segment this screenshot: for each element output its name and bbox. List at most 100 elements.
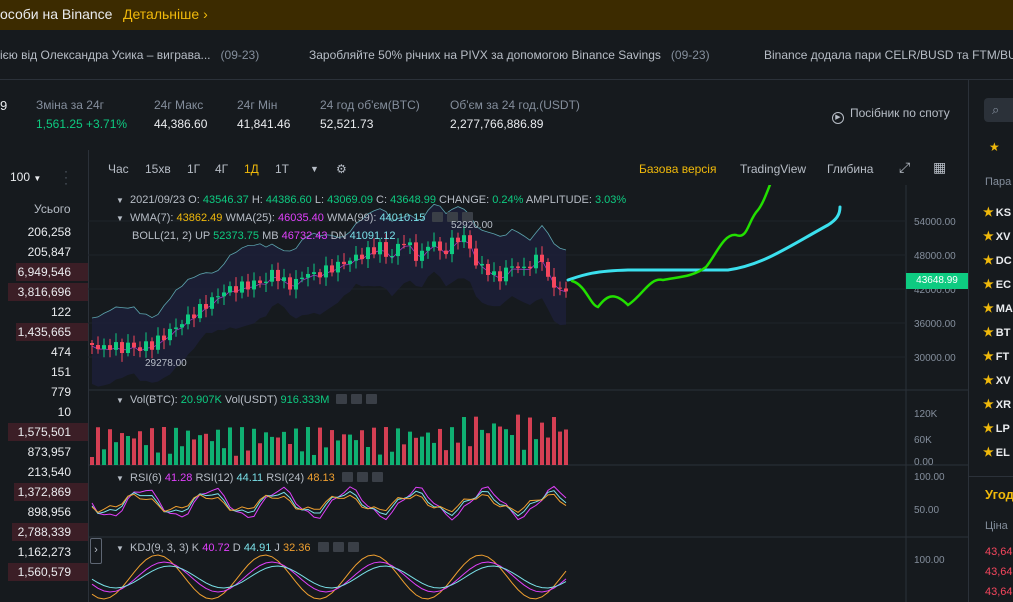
order-book-row[interactable]: 873,957 — [27, 445, 71, 459]
favorite-pair[interactable]: ★ XV — [983, 373, 1010, 387]
layout-grid-icon[interactable]: ▦ — [933, 159, 947, 175]
view-basic-tab[interactable]: Базова версія — [639, 162, 717, 176]
star-icon[interactable]: ★ — [983, 301, 994, 315]
star-icon[interactable]: ★ — [983, 229, 994, 243]
favorite-pair-label[interactable]: LP — [995, 423, 1010, 435]
favorite-pair-label[interactable]: FT — [995, 351, 1010, 363]
news-item[interactable]: Binance додала пари CELR/BUSD та FTM/BUS — [764, 48, 1013, 62]
favorite-pair-label[interactable]: XR — [995, 399, 1012, 411]
spot-guide-label[interactable]: Посібник по споту — [850, 106, 950, 120]
favorite-pair[interactable]: ★ LP — [983, 421, 1010, 435]
order-book-row[interactable]: 1,575,501 — [17, 425, 71, 439]
candlestick-chart[interactable]: 54000.00 48000.00 42000.00 36000.00 30000.00… — [88, 185, 968, 602]
favorite-pair[interactable]: ★ FT — [983, 349, 1009, 363]
order-book-row[interactable]: 1,162,273 — [17, 545, 71, 559]
caret-down-icon[interactable]: ▼ — [116, 474, 124, 483]
close-icon[interactable] — [366, 394, 378, 404]
close-icon[interactable] — [371, 472, 383, 482]
order-book-row[interactable]: 898,956 — [27, 505, 71, 519]
star-icon[interactable]: ★ — [983, 325, 994, 339]
order-book-row[interactable]: 6,949,546 — [17, 265, 71, 279]
favorite-pair-label[interactable]: MA — [995, 303, 1013, 315]
order-book-row[interactable]: 1,435,665 — [17, 325, 71, 339]
eye-icon[interactable] — [432, 212, 444, 222]
view-tradingview-tab[interactable]: TradingView — [740, 162, 807, 176]
eye-icon[interactable] — [341, 472, 353, 482]
news-text[interactable]: Binance додала пари CELR/BUSD та FTM/BUS — [764, 48, 1013, 62]
caret-down-icon[interactable]: ▼ — [116, 196, 124, 205]
timeframe-more-caret-icon[interactable]: ▼ — [310, 164, 319, 174]
indicator-settings-icon[interactable]: ⚙ — [336, 162, 347, 176]
spot-guide-link[interactable]: ▶ Посібник по споту — [832, 106, 950, 124]
news-item[interactable]: Заробляйте 50% річних на PIVX за допомог… — [309, 48, 710, 62]
fullscreen-icon[interactable]: ⤢ — [899, 159, 911, 175]
news-item[interactable]: ією від Олександра Усика – виграва... (0… — [0, 48, 259, 62]
favorite-pair[interactable]: ★ KS — [983, 205, 1011, 219]
favorite-pair-label[interactable]: EL — [995, 447, 1010, 459]
timeframe-1d[interactable]: 1Д — [244, 162, 259, 176]
star-icon[interactable]: ★ — [983, 445, 994, 459]
favorite-pair[interactable]: ★ DC — [983, 253, 1012, 267]
order-book-row[interactable]: 1,560,579 — [17, 565, 71, 579]
star-icon[interactable]: ★ — [983, 277, 994, 291]
eye-icon[interactable] — [317, 542, 329, 552]
timeframe-1h[interactable]: 1Г — [187, 162, 201, 176]
favorite-pair-label[interactable]: BT — [995, 327, 1011, 339]
divider — [968, 476, 1013, 477]
order-book-row[interactable]: 2,788,339 — [17, 525, 71, 539]
volume-bar — [516, 414, 520, 465]
favorite-pair-label[interactable]: EC — [995, 279, 1012, 291]
favorite-pair[interactable]: ★ XV — [983, 229, 1010, 243]
favorite-pair[interactable]: ★ XR — [983, 397, 1011, 411]
news-text[interactable]: Заробляйте 50% річних на PIVX за допомог… — [309, 48, 661, 62]
order-book-row[interactable]: 122 — [50, 305, 71, 319]
close-icon[interactable] — [462, 212, 474, 222]
favorite-pair-label[interactable]: DC — [995, 255, 1012, 267]
star-icon[interactable]: ★ — [983, 253, 994, 267]
star-icon[interactable]: ★ — [983, 397, 994, 411]
settings-icon[interactable] — [332, 542, 344, 552]
favorite-pair[interactable]: ★ EL — [983, 445, 1010, 459]
star-icon[interactable]: ★ — [983, 373, 994, 387]
settings-icon[interactable] — [356, 472, 368, 482]
star-icon[interactable]: ★ — [983, 421, 994, 435]
caret-down-icon[interactable]: ▼ — [116, 544, 124, 553]
favorites-star-icon[interactable]: ★ — [989, 140, 1000, 154]
banner-more-label[interactable]: Детальніше — [123, 6, 200, 22]
order-book-row[interactable]: 151 — [50, 365, 71, 379]
order-book-row[interactable]: 206,258 — [27, 225, 71, 239]
market-search-input[interactable]: ⌕ — [984, 98, 1013, 122]
settings-icon[interactable] — [351, 394, 363, 404]
star-icon[interactable]: ★ — [983, 205, 994, 219]
banner-more-link[interactable]: Детальніше › — [123, 6, 208, 22]
order-book-row[interactable]: 205,847 — [27, 245, 71, 259]
order-book-row[interactable]: 1,372,869 — [17, 485, 71, 499]
favorite-pair[interactable]: ★ BT — [983, 325, 1010, 339]
timeframe-4h[interactable]: 4Г — [215, 162, 229, 176]
chevron-right-icon[interactable]: › — [90, 538, 102, 564]
favorite-pair-label[interactable]: XV — [995, 375, 1011, 387]
order-book-row[interactable]: 779 — [50, 385, 71, 399]
timeframe-15m[interactable]: 15хв — [145, 162, 171, 176]
favorite-pair-label[interactable]: KS — [995, 207, 1012, 219]
caret-down-icon[interactable]: ▼ — [116, 214, 124, 223]
caret-down-icon[interactable]: ▼ — [116, 396, 124, 405]
depth-select[interactable]: 100 ▼ — [10, 170, 41, 184]
order-book-row[interactable]: 474 — [50, 345, 71, 359]
close-icon[interactable] — [347, 542, 359, 552]
view-depth-tab[interactable]: Глибина — [827, 162, 874, 176]
depth-select-value[interactable]: 100 — [10, 170, 31, 184]
eye-icon[interactable] — [336, 394, 348, 404]
favorite-pair[interactable]: ★ MA — [983, 301, 1013, 315]
star-icon[interactable]: ★ — [983, 349, 994, 363]
order-book-row[interactable]: 10 — [57, 405, 71, 419]
favorite-pair-label[interactable]: XV — [995, 231, 1011, 243]
timeframe-time[interactable]: Час — [108, 162, 129, 176]
news-text[interactable]: ією від Олександра Усика – виграва... — [0, 48, 211, 62]
more-dots-icon[interactable]: · · · — [64, 164, 68, 190]
order-book-row[interactable]: 213,540 — [27, 465, 71, 479]
order-book-row[interactable]: 3,816,696 — [17, 285, 71, 299]
favorite-pair[interactable]: ★ EC — [983, 277, 1011, 291]
timeframe-1w[interactable]: 1Т — [275, 162, 290, 176]
settings-icon[interactable] — [447, 212, 459, 222]
